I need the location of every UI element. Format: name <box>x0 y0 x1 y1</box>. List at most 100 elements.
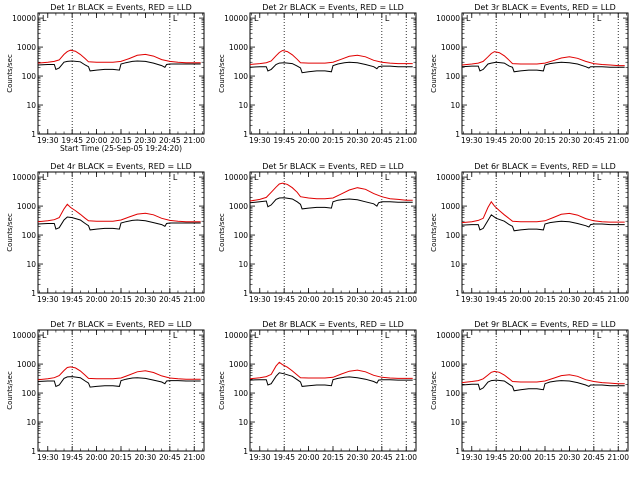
x-tick-label: 20:00 <box>86 453 108 462</box>
y-tick-label: 1 <box>243 289 248 298</box>
y-axis-label: Counts/sec <box>6 213 14 252</box>
y-tick-label: 1000 <box>17 360 36 369</box>
detector-panel: Det 2r BLACK = Events, RED = LLD 1 10 100 10… <box>218 3 417 145</box>
panel-title: Det 9r BLACK = Events, RED = LLD <box>474 320 616 329</box>
x-tick-label: 20:00 <box>86 295 108 304</box>
panel-title: Det 8r BLACK = Events, RED = LLD <box>262 320 404 329</box>
y-tick-label: 10 <box>450 101 460 110</box>
x-tick-label: 20:30 <box>135 136 157 145</box>
y-tick-label: 100 <box>22 389 37 398</box>
y-tick-label: 10 <box>238 101 248 110</box>
plot-frame <box>37 12 205 135</box>
detector-panel: Det 3r BLACK = Events, RED = LLD 1 10 100 10… <box>430 3 629 145</box>
x-tick-label: 19:30 <box>249 453 271 462</box>
x-tick-label: 20:45 <box>583 295 605 304</box>
y-tick-label: 10000 <box>12 331 36 340</box>
series-line-events <box>249 61 413 74</box>
x-tick-label: 19:45 <box>485 295 507 304</box>
x-tick-label: 21:00 <box>395 453 417 462</box>
x-tick-label: 19:30 <box>249 295 271 304</box>
corner-marker: L <box>466 14 471 23</box>
x-tick-label: 20:45 <box>371 295 393 304</box>
corner-marker: L <box>597 14 602 23</box>
y-tick-label: 10 <box>450 260 460 269</box>
x-tick-label: 19:30 <box>249 136 271 145</box>
panel-title: Det 6r BLACK = Events, RED = LLD <box>474 162 616 171</box>
x-tick-label: 20:00 <box>510 453 532 462</box>
series-line-events <box>249 197 413 210</box>
y-tick-label: 10000 <box>436 173 460 182</box>
x-tick-label: 20:45 <box>583 453 605 462</box>
y-axis-label: Counts/sec <box>430 54 438 93</box>
detector-panel: Det 5r BLACK = Events, RED = LLD 1 10 100 10… <box>218 162 417 304</box>
x-tick-label: 21:00 <box>395 295 417 304</box>
x-tick-label: 19:45 <box>61 136 83 145</box>
y-tick-label: 1000 <box>441 360 460 369</box>
corner-marker: L <box>597 331 602 340</box>
x-tick-label: 20:30 <box>347 453 369 462</box>
series-line-events <box>37 376 201 388</box>
y-tick-label: 1 <box>243 447 248 456</box>
detector-panel: Det 4r BLACK = Events, RED = LLD 1 10 100 10… <box>6 162 205 304</box>
corner-marker: L <box>42 14 47 23</box>
panel-title: Det 2r BLACK = Events, RED = LLD <box>262 3 404 12</box>
y-tick-label: 100 <box>22 72 37 81</box>
x-tick-label: 21:00 <box>607 136 629 145</box>
y-tick-label: 10000 <box>12 14 36 23</box>
y-tick-label: 1000 <box>17 43 36 52</box>
corner-marker: L <box>385 14 390 23</box>
series-line-lld <box>461 51 625 67</box>
x-tick-label: 20:30 <box>347 295 369 304</box>
y-tick-label: 10 <box>26 101 36 110</box>
corner-marker: L <box>385 173 390 182</box>
corner-marker: L <box>42 331 47 340</box>
plot-frame <box>249 329 417 452</box>
detector-panel: Det 8r BLACK = Events, RED = LLD 1 10 100 10… <box>218 320 417 462</box>
x-tick-label: 20:00 <box>298 295 320 304</box>
y-tick-label: 10000 <box>436 14 460 23</box>
x-tick-label: 20:30 <box>559 453 581 462</box>
y-tick-label: 1000 <box>229 202 248 211</box>
x-tick-label: 20:45 <box>159 295 181 304</box>
y-axis-label: Counts/sec <box>218 371 226 410</box>
x-tick-label: 19:45 <box>485 453 507 462</box>
y-axis-label: Counts/sec <box>218 213 226 252</box>
y-tick-label: 10 <box>26 418 36 427</box>
x-tick-label: 20:00 <box>298 136 320 145</box>
x-tick-label: 19:45 <box>61 453 83 462</box>
corner-marker: L <box>466 173 471 182</box>
x-tick-label: 20:00 <box>510 295 532 304</box>
corner-marker: L <box>254 173 259 182</box>
detector-panel: Det 1r BLACK = Events, RED = LLD 1 10 100 10… <box>6 3 205 153</box>
y-tick-label: 1 <box>31 289 36 298</box>
y-tick-label: 100 <box>234 72 249 81</box>
corner-marker: L <box>173 14 178 23</box>
y-axis-label: Counts/sec <box>430 213 438 252</box>
y-tick-label: 1000 <box>229 360 248 369</box>
series-line-lld <box>37 49 201 64</box>
x-tick-label: 20:15 <box>110 136 132 145</box>
x-tick-label: 20:00 <box>510 136 532 145</box>
y-tick-label: 1 <box>455 289 460 298</box>
x-tick-label: 20:00 <box>298 453 320 462</box>
y-tick-label: 100 <box>446 389 461 398</box>
x-tick-label: 21:00 <box>183 136 205 145</box>
series-line-events <box>461 61 625 73</box>
x-tick-label: 21:00 <box>183 453 205 462</box>
series-line-lld <box>249 361 413 380</box>
x-axis-label: Start Time (25-Sep-05 19:24:20) <box>60 144 182 153</box>
x-tick-label: 20:45 <box>371 453 393 462</box>
corner-marker: L <box>254 14 259 23</box>
x-tick-label: 19:30 <box>37 453 59 462</box>
x-tick-label: 19:30 <box>37 136 59 145</box>
y-axis-label: Counts/sec <box>218 54 226 93</box>
panel-title: Det 1r BLACK = Events, RED = LLD <box>50 3 192 12</box>
x-tick-label: 20:15 <box>110 453 132 462</box>
corner-marker: L <box>597 173 602 182</box>
series-line-lld <box>461 200 625 224</box>
series-line-events <box>249 372 413 387</box>
series-line-lld <box>249 182 413 202</box>
x-tick-label: 20:45 <box>583 136 605 145</box>
x-tick-label: 21:00 <box>607 295 629 304</box>
x-tick-label: 20:45 <box>159 136 181 145</box>
